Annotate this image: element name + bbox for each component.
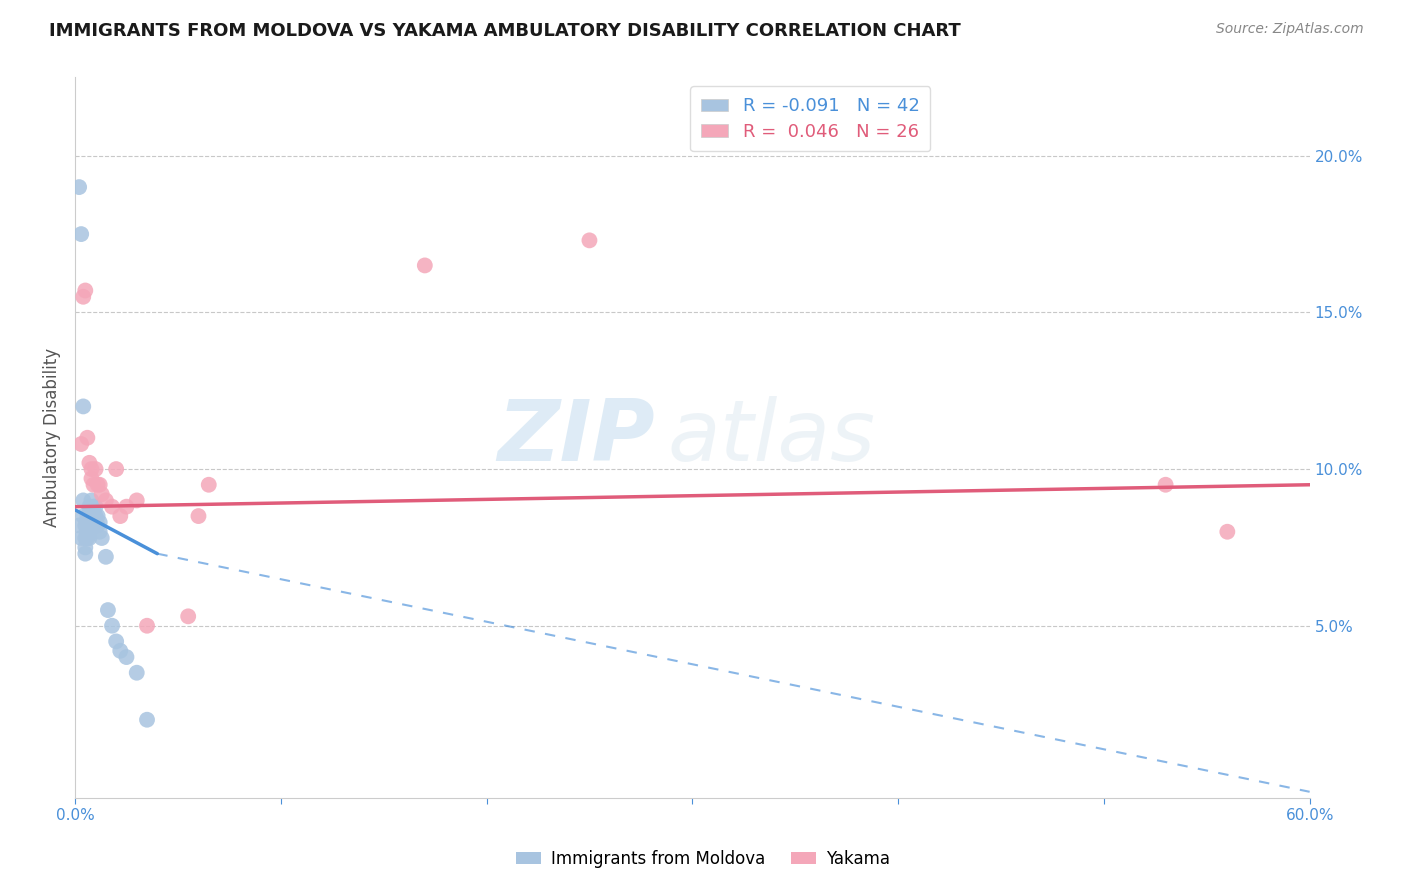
Point <box>177 609 200 624</box>
Point <box>70 531 93 545</box>
Point <box>79 456 101 470</box>
Point <box>80 493 103 508</box>
Point <box>70 227 93 241</box>
Point <box>90 487 112 501</box>
Point <box>79 509 101 524</box>
Point <box>67 518 90 533</box>
Point <box>76 431 98 445</box>
Point <box>1216 524 1239 539</box>
Point <box>83 500 105 514</box>
Point <box>75 284 97 298</box>
Point <box>72 400 94 414</box>
Point <box>83 509 105 524</box>
Point <box>84 500 107 514</box>
Point <box>84 462 107 476</box>
Point <box>101 619 124 633</box>
Point <box>86 477 108 491</box>
Point <box>75 518 97 533</box>
Point <box>76 531 98 545</box>
Point <box>79 500 101 514</box>
Legend: Immigrants from Moldova, Yakama: Immigrants from Moldova, Yakama <box>510 844 896 875</box>
Legend: R = -0.091   N = 42, R =  0.046   N = 26: R = -0.091 N = 42, R = 0.046 N = 26 <box>690 87 931 152</box>
Point <box>197 477 219 491</box>
Point <box>72 509 94 524</box>
Point <box>83 477 105 491</box>
Point <box>89 524 111 539</box>
Point <box>94 493 117 508</box>
Point <box>75 541 97 555</box>
Text: ZIP: ZIP <box>498 396 655 479</box>
Text: Source: ZipAtlas.com: Source: ZipAtlas.com <box>1216 22 1364 37</box>
Point <box>79 516 101 530</box>
Point <box>115 500 138 514</box>
Point <box>125 665 148 680</box>
Point <box>67 180 90 194</box>
Point <box>76 516 98 530</box>
Point <box>80 462 103 476</box>
Point <box>578 233 600 247</box>
Point <box>86 518 108 533</box>
Point <box>80 471 103 485</box>
Point <box>90 531 112 545</box>
Point <box>187 509 209 524</box>
Point <box>72 290 94 304</box>
Point <box>110 509 132 524</box>
Point <box>89 516 111 530</box>
Point <box>136 619 159 633</box>
Point <box>1154 477 1177 491</box>
Point <box>105 462 128 476</box>
Point <box>80 516 103 530</box>
Point <box>86 509 108 524</box>
Point <box>84 509 107 524</box>
Point <box>75 547 97 561</box>
Point <box>413 259 436 273</box>
Point <box>97 603 120 617</box>
Y-axis label: Ambulatory Disability: Ambulatory Disability <box>44 348 60 527</box>
Point <box>89 477 111 491</box>
Point <box>79 531 101 545</box>
Point <box>101 500 124 514</box>
Point <box>76 509 98 524</box>
Text: atlas: atlas <box>668 396 876 479</box>
Point <box>75 531 97 545</box>
Point <box>110 644 132 658</box>
Point <box>136 713 159 727</box>
Point <box>83 518 105 533</box>
Point <box>115 650 138 665</box>
Point <box>79 524 101 539</box>
Point <box>94 549 117 564</box>
Point <box>72 493 94 508</box>
Point <box>80 503 103 517</box>
Point <box>84 518 107 533</box>
Text: IMMIGRANTS FROM MOLDOVA VS YAKAMA AMBULATORY DISABILITY CORRELATION CHART: IMMIGRANTS FROM MOLDOVA VS YAKAMA AMBULA… <box>49 22 960 40</box>
Point <box>105 634 128 648</box>
Point <box>76 524 98 539</box>
Point <box>125 493 148 508</box>
Point <box>70 437 93 451</box>
